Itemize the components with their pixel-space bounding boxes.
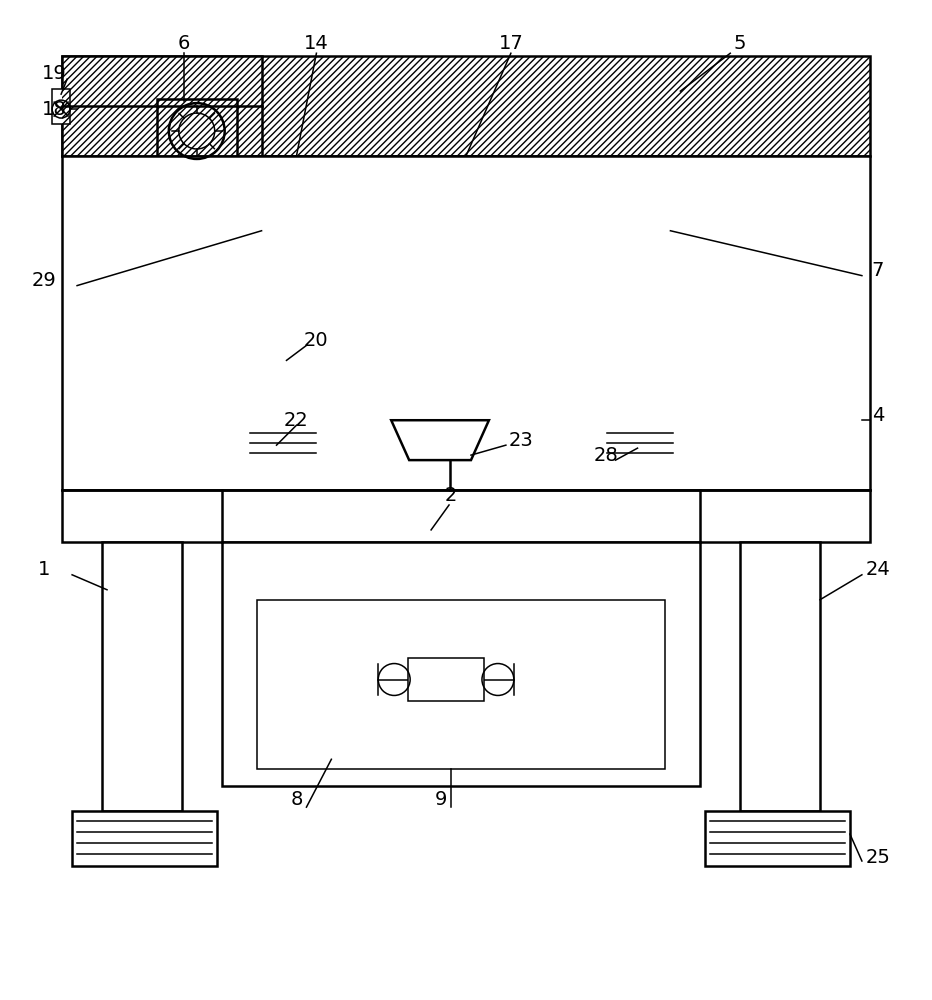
Text: 14: 14 <box>304 34 329 53</box>
Bar <box>263 301 303 425</box>
Text: 9: 9 <box>435 790 447 809</box>
Bar <box>391 156 500 350</box>
Bar <box>62 156 870 490</box>
Text: 25: 25 <box>866 848 890 867</box>
Bar <box>256 600 665 769</box>
Text: 18: 18 <box>42 100 66 119</box>
Bar <box>72 811 217 866</box>
Text: 6: 6 <box>178 34 190 53</box>
Bar <box>408 658 484 701</box>
Bar <box>222 542 700 786</box>
Bar <box>244 425 321 463</box>
Polygon shape <box>391 420 489 460</box>
Text: 23: 23 <box>509 431 533 450</box>
Text: 4: 4 <box>871 406 884 425</box>
Text: 24: 24 <box>866 560 890 579</box>
Bar <box>740 542 820 811</box>
Text: 8: 8 <box>290 790 303 809</box>
Text: 20: 20 <box>304 331 329 350</box>
Text: 28: 28 <box>594 446 618 465</box>
Bar <box>706 811 850 866</box>
Text: 5: 5 <box>734 34 747 53</box>
Text: 1: 1 <box>38 560 50 579</box>
Bar <box>250 156 314 301</box>
Text: 22: 22 <box>284 411 308 430</box>
Bar <box>602 425 678 463</box>
Bar <box>62 56 262 156</box>
Bar <box>62 56 870 156</box>
Bar <box>608 156 672 301</box>
Bar <box>379 350 513 420</box>
Bar <box>52 89 70 124</box>
Text: 7: 7 <box>871 261 884 280</box>
Bar <box>62 56 870 156</box>
Text: 19: 19 <box>42 64 66 83</box>
Bar <box>102 542 182 811</box>
Bar <box>157 99 237 164</box>
Text: 29: 29 <box>32 271 57 290</box>
Bar <box>621 301 661 425</box>
Text: 17: 17 <box>499 34 523 53</box>
Text: 2: 2 <box>445 486 458 505</box>
Bar <box>62 490 870 542</box>
